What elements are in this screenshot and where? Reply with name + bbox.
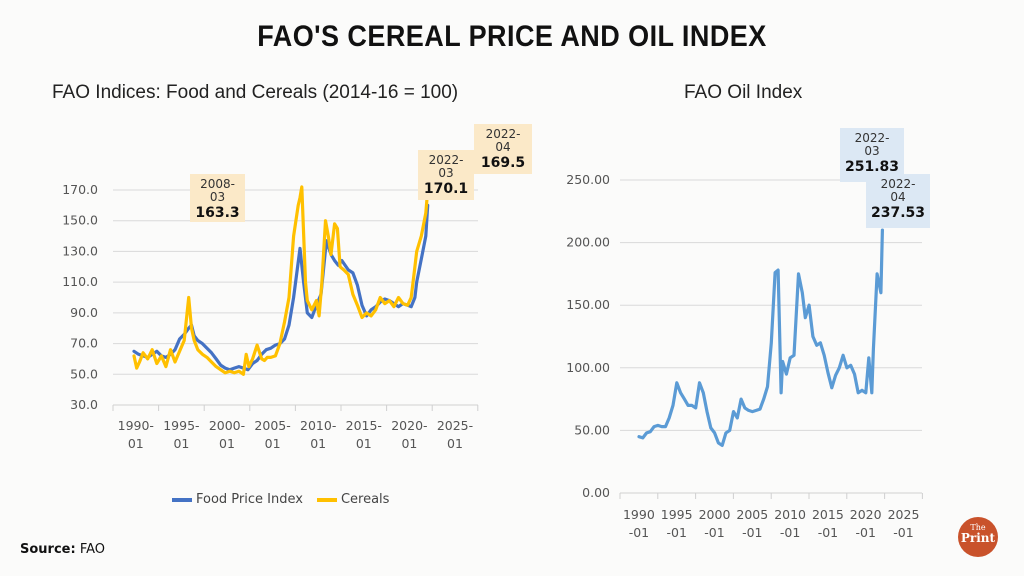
annotation-date: 2022- bbox=[429, 153, 464, 167]
legend-label-food: Food Price Index bbox=[196, 492, 303, 507]
logo-line1: The bbox=[970, 523, 986, 532]
x-tick-label-line2: 01 bbox=[219, 436, 235, 451]
annotation-value: 170.1 bbox=[424, 181, 468, 197]
x-tick-label: 2005 bbox=[736, 507, 768, 522]
legend: Food Price Index Cereals bbox=[172, 492, 389, 507]
y-tick-label: 30.0 bbox=[70, 397, 98, 412]
x-tick-label: 2025 bbox=[888, 507, 920, 522]
annotation-date-line2: 04 bbox=[890, 190, 905, 204]
x-tick-label-line2: -01 bbox=[855, 525, 875, 540]
x-tick-label-line2: -01 bbox=[742, 525, 762, 540]
y-tick-label: 170.0 bbox=[62, 182, 98, 197]
x-tick-label-line2: -01 bbox=[780, 525, 800, 540]
annotation-box bbox=[840, 128, 904, 182]
y-tick-label: 90.0 bbox=[70, 305, 98, 320]
annotation-box bbox=[190, 174, 245, 222]
x-tick-label-line2: 01 bbox=[128, 436, 144, 451]
x-tick-label-line2: 01 bbox=[401, 436, 417, 451]
x-tick-label: 2010 bbox=[774, 507, 806, 522]
x-tick-label-line2: -01 bbox=[704, 525, 724, 540]
annotation-value: 251.83 bbox=[845, 159, 899, 175]
annotation-box bbox=[418, 150, 474, 200]
legend-item-food: Food Price Index bbox=[172, 492, 303, 507]
legend-label-cereals: Cereals bbox=[340, 492, 390, 507]
x-tick-label-line2: 01 bbox=[447, 436, 463, 451]
legend-swatch-food bbox=[172, 497, 192, 502]
y-tick-label: 250.00 bbox=[566, 172, 610, 187]
x-tick-label-line2: 01 bbox=[173, 436, 189, 451]
x-tick-label-line2: -01 bbox=[629, 525, 649, 540]
x-tick-label: 2025- bbox=[437, 418, 473, 433]
legend-swatch-cereals bbox=[316, 497, 337, 502]
y-tick-label: 150.0 bbox=[62, 213, 98, 228]
annotation-date-line2: 03 bbox=[210, 190, 225, 204]
x-tick-label-line2: -01 bbox=[818, 525, 838, 540]
annotation-date-line2: 04 bbox=[495, 140, 510, 154]
page-title: FAO'S CEREAL PRICE AND OIL INDEX bbox=[257, 20, 767, 53]
x-tick-label: 1990 bbox=[623, 507, 655, 522]
x-tick-label-line2: 01 bbox=[265, 436, 281, 451]
x-tick-label: 2020 bbox=[850, 507, 882, 522]
x-tick-label: 2010- bbox=[300, 418, 336, 433]
theprint-logo: The Print bbox=[958, 517, 998, 557]
x-tick-label: 2015- bbox=[346, 418, 382, 433]
annotation-date: 2022- bbox=[881, 177, 916, 191]
y-tick-label: 70.0 bbox=[70, 336, 98, 351]
x-tick-label: 1995 bbox=[661, 507, 693, 522]
annotation-date-line2: 03 bbox=[438, 166, 453, 180]
y-tick-label: 50.0 bbox=[70, 366, 98, 381]
x-tick-label-line2: 01 bbox=[356, 436, 372, 451]
source-value: FAO bbox=[79, 542, 106, 557]
x-tick-label: 2015 bbox=[812, 507, 844, 522]
chart-title-oil: FAO Oil Index bbox=[684, 82, 803, 103]
x-tick-label-line2: -01 bbox=[893, 525, 913, 540]
y-tick-label: 50.00 bbox=[574, 422, 610, 437]
y-tick-label: 0.00 bbox=[582, 485, 610, 500]
annotation-date: 2008- bbox=[200, 177, 235, 191]
source-label: Source: bbox=[20, 542, 76, 557]
y-tick-label: 100.00 bbox=[566, 360, 610, 375]
series-line-cereals bbox=[132, 185, 430, 376]
y-tick-label: 150.00 bbox=[566, 297, 610, 312]
y-tick-label: 110.0 bbox=[62, 274, 98, 289]
x-tick-label: 2005- bbox=[254, 418, 290, 433]
annotation-box bbox=[866, 174, 930, 228]
legend-item-cereals: Cereals bbox=[316, 492, 390, 507]
annotation-date-line2: 03 bbox=[864, 144, 879, 158]
series-line-fao-oil-index bbox=[637, 228, 885, 447]
logo-line2: Print bbox=[960, 531, 996, 545]
annotation-date: 2022- bbox=[855, 131, 890, 145]
y-tick-label: 130.0 bbox=[62, 243, 98, 258]
x-tick-label: 1990- bbox=[118, 418, 154, 433]
y-tick-label: 200.00 bbox=[566, 235, 610, 250]
x-tick-label-line2: 01 bbox=[310, 436, 326, 451]
annotation-value: 237.53 bbox=[871, 205, 925, 221]
x-tick-label: 2000 bbox=[699, 507, 731, 522]
x-tick-label-line2: -01 bbox=[666, 525, 686, 540]
source-note: Source: FAO bbox=[20, 542, 105, 557]
annotation-value: 163.3 bbox=[195, 205, 239, 221]
annotation-box bbox=[474, 124, 532, 174]
chart-title-food-cereals: FAO Indices: Food and Cereals (2014-16 =… bbox=[52, 82, 459, 103]
x-tick-label: 2020- bbox=[391, 418, 427, 433]
x-tick-label: 1995- bbox=[163, 418, 199, 433]
annotation-date: 2022- bbox=[486, 127, 521, 141]
annotation-value: 169.5 bbox=[481, 155, 525, 171]
x-tick-label: 2000- bbox=[209, 418, 245, 433]
